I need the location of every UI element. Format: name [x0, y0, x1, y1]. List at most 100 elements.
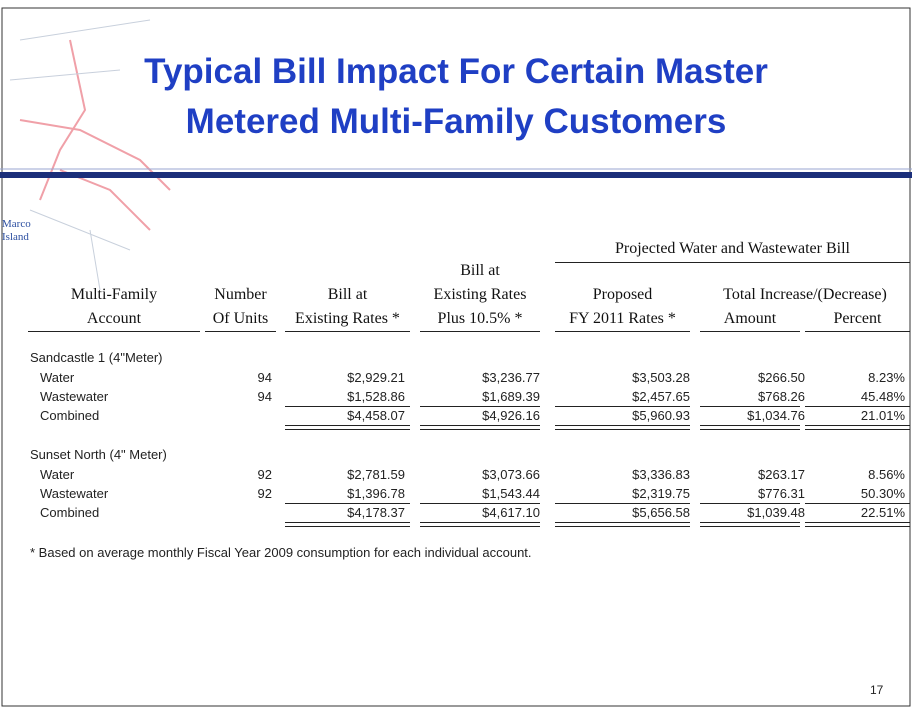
title-bar	[0, 172, 912, 178]
total-rule	[700, 406, 800, 407]
total-rule	[805, 425, 910, 426]
column-header-rule	[205, 331, 276, 332]
section-name: Sunset North (4" Meter)	[30, 447, 167, 462]
column-header: Percent	[833, 310, 882, 327]
total-rule	[285, 526, 410, 527]
column-header: Existing Rates *	[295, 310, 400, 327]
total-rule	[555, 425, 690, 426]
total-rule	[805, 429, 910, 430]
cell-value: $2,457.65	[632, 389, 690, 404]
cell-value: $4,926.16	[482, 408, 540, 423]
column-header: Multi-Family	[70, 286, 158, 303]
column-header-rule	[285, 331, 410, 332]
cell-value: $776.31	[758, 486, 805, 501]
title-line: Typical Bill Impact For Certain Master	[144, 52, 768, 91]
cell-value: $2,781.59	[347, 467, 405, 482]
page-number: 17	[870, 683, 884, 697]
cell-value: $4,617.10	[482, 505, 540, 520]
section-name: Sandcastle 1 (4"Meter)	[30, 350, 163, 365]
cell-value: $1,689.39	[482, 389, 540, 404]
total-rule	[555, 526, 690, 527]
column-header-rule	[700, 331, 800, 332]
total-rule	[285, 425, 410, 426]
total-rule	[805, 522, 910, 523]
cell-value: $1,543.44	[482, 486, 540, 501]
cell-value: $4,458.07	[347, 408, 405, 423]
total-rule	[420, 406, 540, 407]
total-rule	[420, 425, 540, 426]
total-rule	[285, 429, 410, 430]
footnote: * Based on average monthly Fiscal Year 2…	[30, 545, 532, 560]
row-label: Combined	[40, 505, 100, 520]
cell-value: $5,656.58	[632, 505, 690, 520]
slide-frame	[1, 7, 911, 707]
cell-value: $1,528.86	[347, 389, 405, 404]
total-rule	[805, 406, 910, 407]
cell-value: 8.56%	[868, 467, 905, 482]
column-header: Number	[214, 286, 267, 303]
cell-value: 92	[257, 486, 272, 501]
column-header-rule	[28, 331, 200, 332]
map-road	[59, 169, 151, 231]
row-label: Water	[40, 370, 75, 385]
cell-value: 21.01%	[860, 408, 905, 423]
column-header: Proposed	[592, 286, 653, 303]
total-rule	[420, 503, 540, 504]
cell-value: 92	[257, 467, 272, 482]
map-lines	[9, 19, 151, 291]
total-rule	[555, 406, 690, 407]
cell-value: $266.50	[758, 370, 805, 385]
title-line: Metered Multi-Family Customers	[185, 102, 727, 141]
map-label-line: Marco	[2, 218, 31, 230]
total-rule	[700, 503, 800, 504]
column-header: Bill at	[327, 286, 368, 303]
map-line	[9, 19, 151, 291]
cell-value: 94	[257, 370, 272, 385]
total-rule	[700, 522, 800, 523]
total-rule	[285, 406, 410, 407]
group-header: Projected Water and Wastewater Bill	[615, 240, 850, 257]
total-rule	[555, 503, 690, 504]
cell-value: 45.48%	[860, 389, 905, 404]
column-header: Existing Rates	[433, 286, 527, 303]
cell-value: 50.30%	[860, 486, 905, 501]
total-rule	[700, 429, 800, 430]
column-header-rule	[805, 331, 910, 332]
row-label: Wastewater	[40, 486, 109, 501]
cell-value: $4,178.37	[347, 505, 405, 520]
total-rule	[420, 526, 540, 527]
cell-value: $3,336.83	[632, 467, 690, 482]
map-label-line: Island	[2, 231, 29, 243]
cell-value: $263.17	[758, 467, 805, 482]
column-header-rule	[555, 331, 690, 332]
cell-value: $2,929.21	[347, 370, 405, 385]
row-label: Combined	[40, 408, 100, 423]
column-header: Of Units	[212, 310, 269, 327]
column-header: Total Increase/(Decrease)	[723, 286, 887, 303]
cell-value: 22.51%	[860, 505, 905, 520]
cell-value: $3,236.77	[482, 370, 540, 385]
cell-value: 94	[257, 389, 272, 404]
cell-value: $5,960.93	[632, 408, 690, 423]
total-rule	[420, 429, 540, 430]
total-rule	[700, 526, 800, 527]
total-rule	[420, 522, 540, 523]
cell-value: $3,503.28	[632, 370, 690, 385]
column-header: Account	[86, 310, 142, 327]
total-rule	[285, 522, 410, 523]
row-label: Water	[40, 467, 75, 482]
column-header: Plus 10.5% *	[437, 310, 523, 327]
total-rule	[555, 522, 690, 523]
cell-value: 8.23%	[868, 370, 905, 385]
total-rule	[700, 425, 800, 426]
column-header-rule	[420, 331, 540, 332]
group-header-rule	[555, 262, 910, 263]
row-label: Wastewater	[40, 389, 109, 404]
cell-value: $1,396.78	[347, 486, 405, 501]
cell-value: $1,039.48	[747, 505, 805, 520]
total-rule	[805, 503, 910, 504]
cell-value: $3,073.66	[482, 467, 540, 482]
total-rule	[805, 526, 910, 527]
